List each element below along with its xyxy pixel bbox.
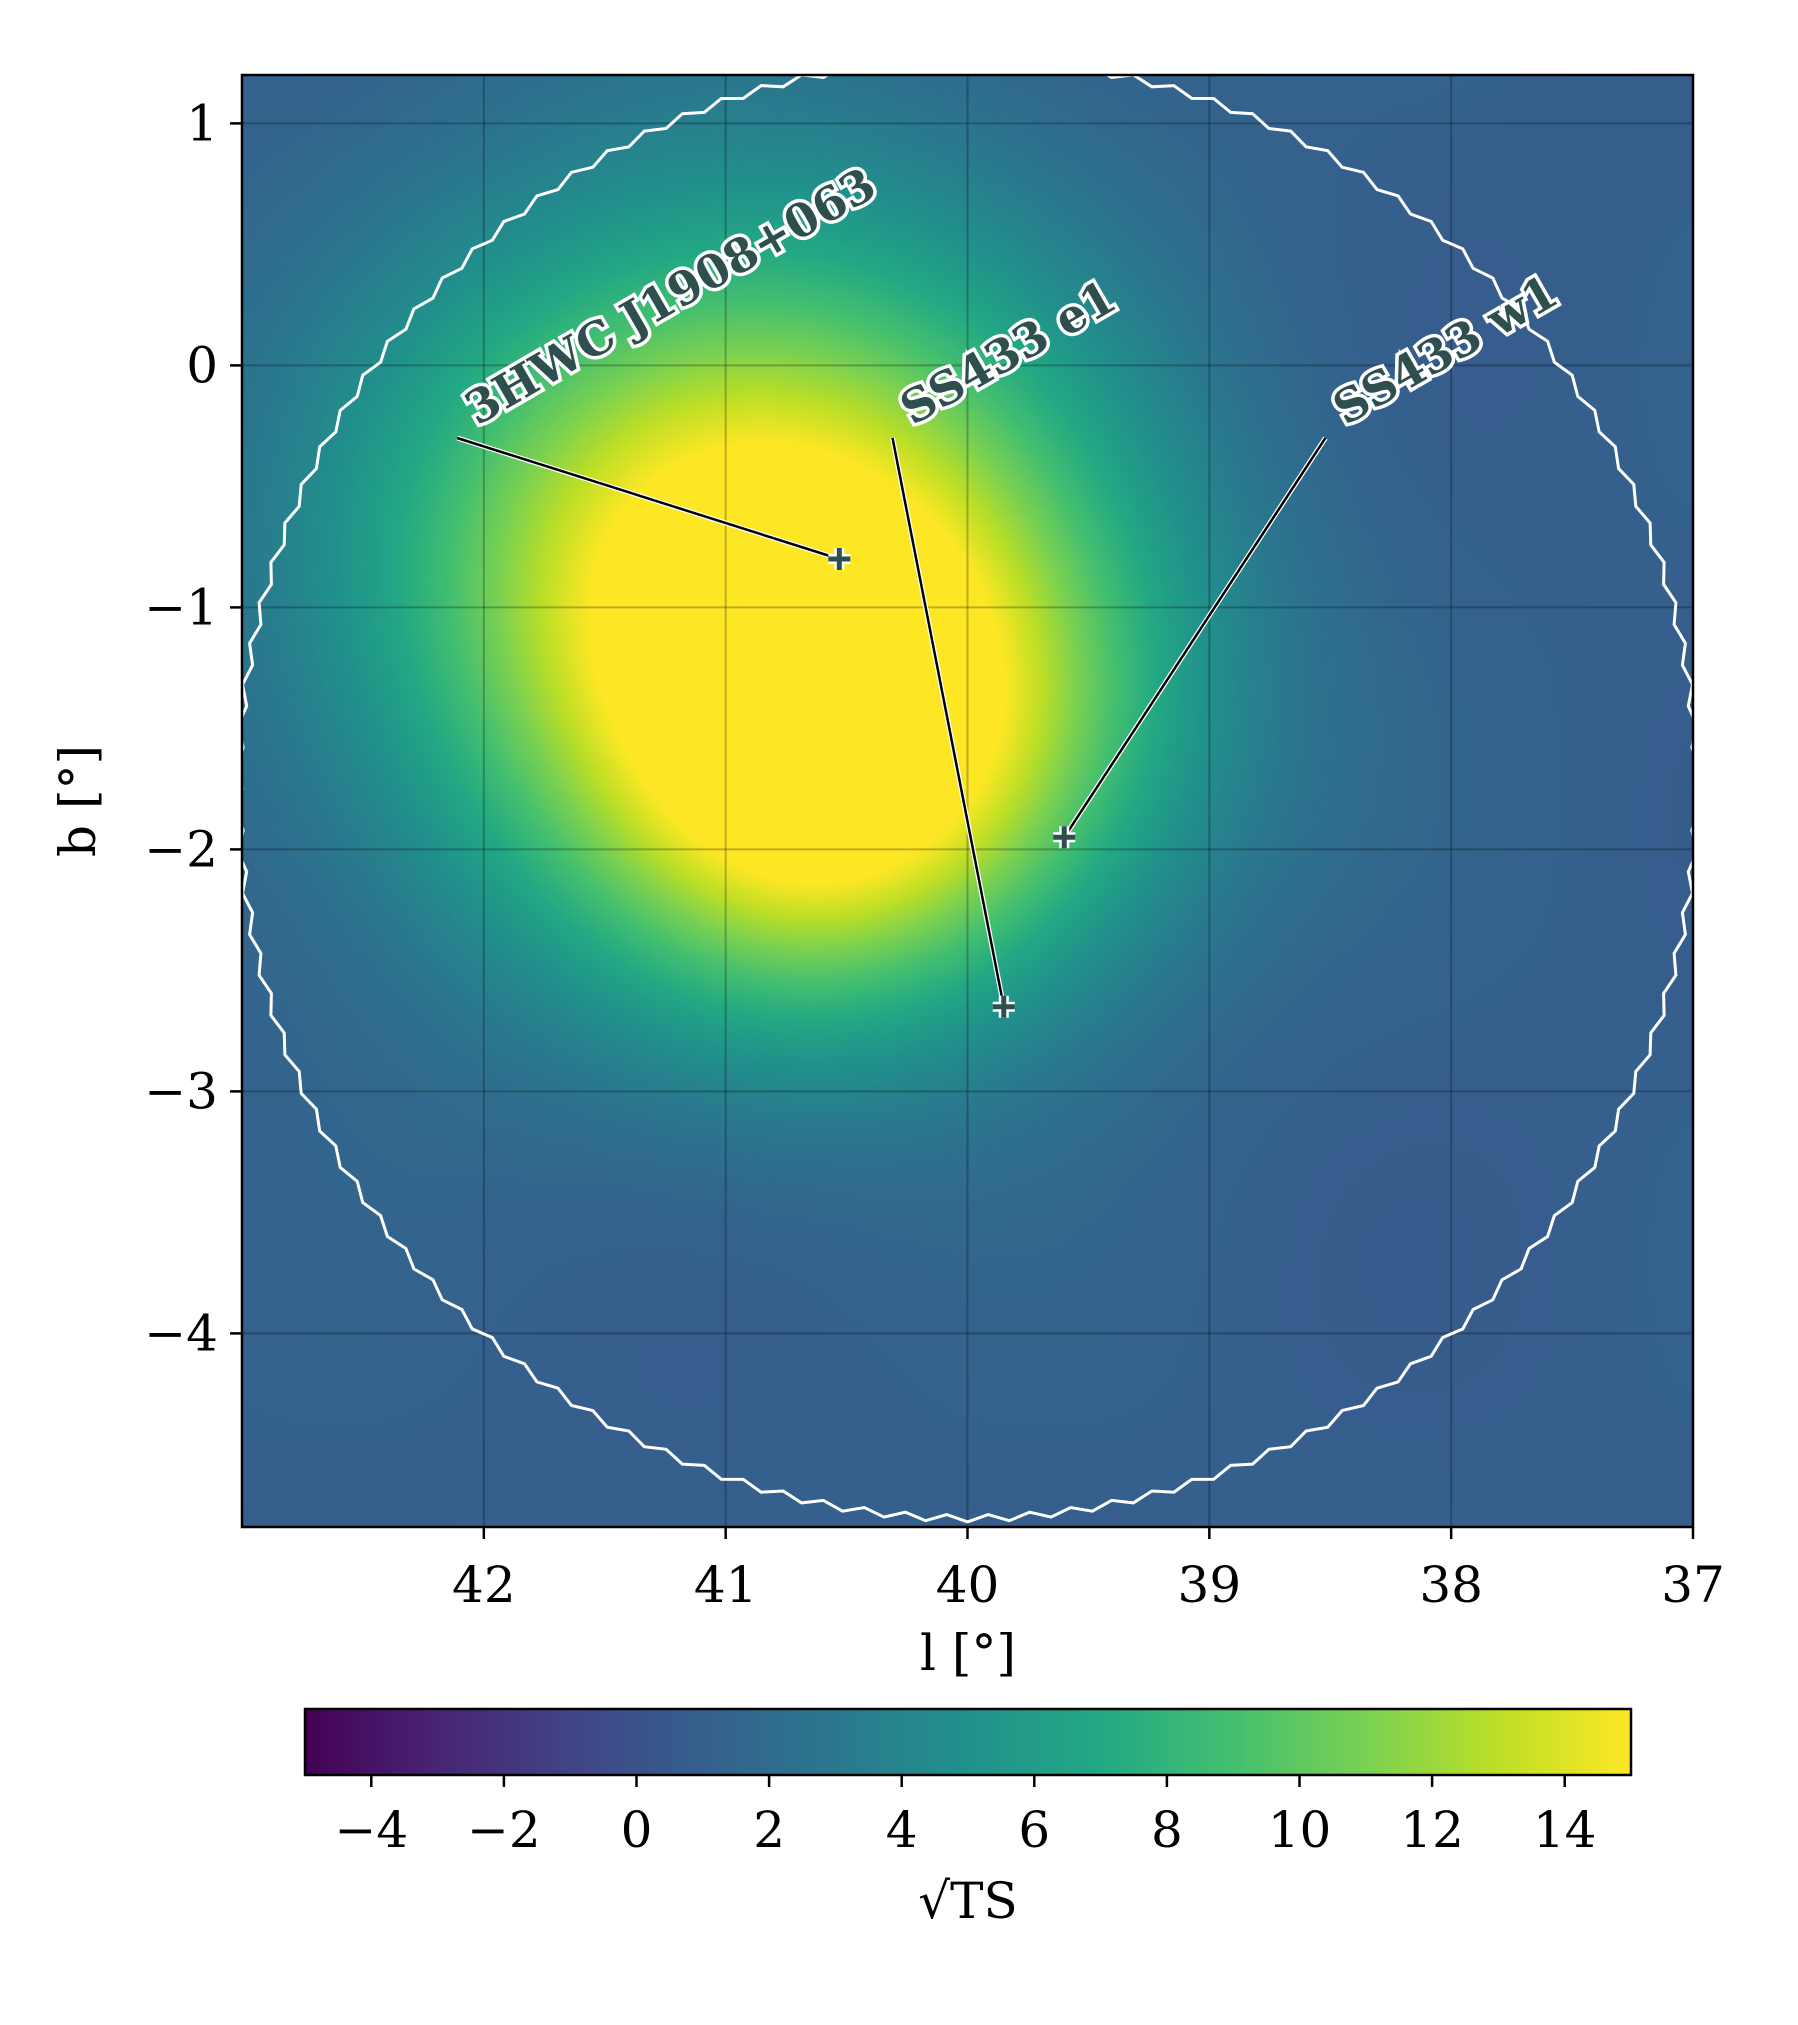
y-tick-label: −3 [144, 1062, 218, 1120]
x-tick-label: 42 [452, 1556, 516, 1614]
x-tick-label: 37 [1661, 1556, 1725, 1614]
source-leader-line [891, 437, 1006, 1007]
x-tick-label: 41 [694, 1556, 758, 1614]
y-axis-label: b [°] [49, 745, 107, 857]
x-tick-label: 39 [1178, 1556, 1242, 1614]
y-axis-ticks: 1 0 −1 −2 −3 −4 [144, 94, 242, 1362]
y-tick-label: −1 [144, 578, 218, 636]
source-leader-line [1063, 437, 1327, 838]
source-marker [828, 548, 851, 570]
colorbar-tick-label: 4 [886, 1801, 918, 1859]
colorbar-tick-label: −4 [334, 1801, 408, 1859]
plot-area [242, 75, 1693, 1527]
colorbar-tick-label: 10 [1268, 1801, 1332, 1859]
colorbar-tick-label: 14 [1533, 1801, 1597, 1859]
x-axis-ticks: 42 41 40 39 38 37 [452, 1527, 1725, 1614]
source-marker [1053, 826, 1076, 849]
x-tick-label: 38 [1419, 1556, 1483, 1614]
x-axis-label: l [°] [920, 1624, 1016, 1682]
colorbar-tick-label: 8 [1151, 1801, 1183, 1859]
source-marker [992, 995, 1015, 1018]
colorbar-label: √TS [918, 1872, 1017, 1930]
colorbar-tick-label: 12 [1400, 1801, 1464, 1859]
x-tick-label: 40 [936, 1556, 1000, 1614]
y-tick-label: 1 [186, 94, 218, 152]
y-tick-label: −2 [144, 820, 218, 878]
colorbar-ticks: −4 −2 0 2 4 6 8 10 12 14 [334, 1775, 1597, 1859]
y-tick-label: −4 [144, 1304, 218, 1362]
colorbar-tick-label: 2 [753, 1801, 785, 1859]
y-tick-label: 0 [186, 336, 218, 394]
colorbar [303, 1707, 1633, 1777]
colorbar-tick-label: −2 [467, 1801, 541, 1859]
colorbar-tick-label: 6 [1018, 1801, 1050, 1859]
colorbar-tick-label: 0 [621, 1801, 653, 1859]
roi-outline [242, 75, 1693, 1524]
source-leader-line [456, 436, 840, 561]
ts-heatmap [242, 75, 1693, 1527]
